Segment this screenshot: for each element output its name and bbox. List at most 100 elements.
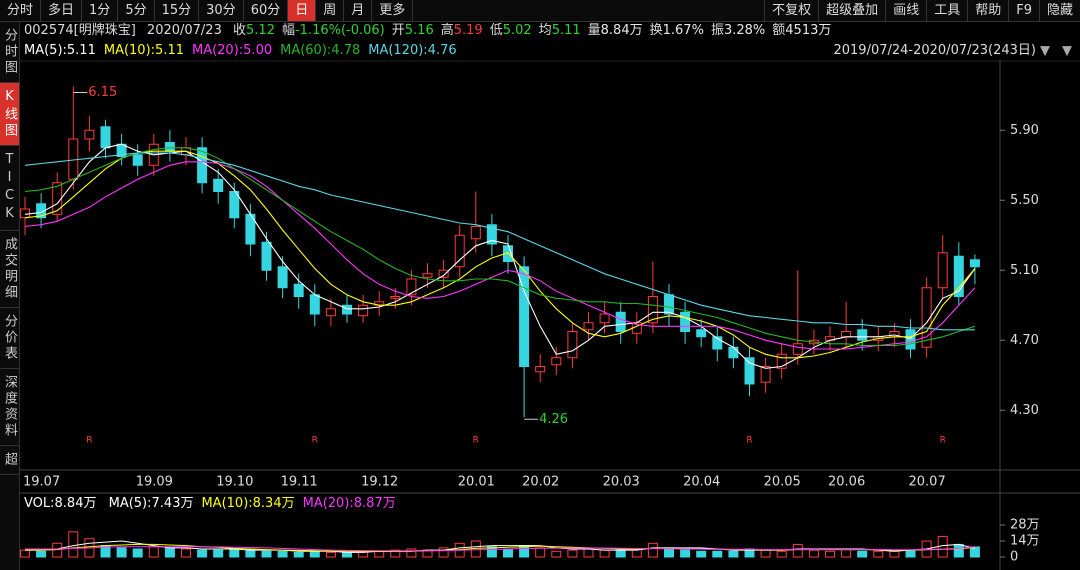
x-tick-label: 19.10: [216, 475, 253, 490]
y-tick-label: 0: [1010, 550, 1018, 565]
legend-entry: MA(5):7.43万: [108, 496, 194, 511]
tool-button[interactable]: 超级叠加: [818, 0, 885, 21]
quote-item: 开5.16: [392, 23, 434, 38]
x-tick-label: 19.07: [23, 475, 60, 490]
side-tab[interactable]: 分时图: [0, 22, 19, 83]
quote-item: 量8.84万: [588, 23, 643, 38]
candle-body: [696, 329, 707, 338]
candle-body: [583, 322, 594, 331]
ma-line: [24, 150, 976, 359]
volume-bar: [680, 549, 691, 558]
candle-body: [325, 308, 336, 317]
volume-bar: [164, 547, 175, 558]
volume-bar: [551, 550, 562, 558]
side-tab[interactable]: K线图: [0, 83, 19, 146]
volume-bar: [728, 550, 739, 558]
period-tab[interactable]: 5分: [118, 0, 155, 21]
side-tab[interactable]: TICK: [0, 146, 19, 231]
event-label: R: [312, 436, 318, 446]
period-tab[interactable]: 分时: [0, 0, 42, 21]
toolbar: 分时 多日 1分 5分 15分 30分 60分日周月更多 不复权 超级叠加 画线 工具 帮助 F9 隐藏: [0, 0, 1080, 22]
candle-body: [164, 142, 175, 152]
volume-bar: [181, 548, 191, 558]
candle-body: [390, 296, 401, 299]
quote-label: 收: [233, 23, 247, 38]
candle-body: [358, 304, 369, 317]
legend-entry: MA(60):4.78: [280, 43, 361, 58]
candle-body: [776, 353, 787, 369]
side-tab[interactable]: 超: [0, 446, 19, 475]
dropdown-icon[interactable]: ▼: [1062, 44, 1072, 59]
period-tab[interactable]: 日: [288, 0, 317, 21]
volume-bar: [567, 549, 578, 558]
volume-bar: [342, 551, 352, 558]
quote-value: 8.84万: [600, 23, 643, 38]
legend-entry: MA(20):5.00: [191, 43, 273, 58]
dropdown-icon[interactable]: ▼: [1040, 44, 1050, 59]
candle-body: [213, 178, 224, 192]
period-tab[interactable]: 多日: [41, 0, 83, 21]
candle-body: [20, 208, 30, 219]
event-label: R: [86, 436, 92, 446]
ma-line: [25, 546, 975, 552]
candle-body: [277, 266, 288, 289]
period-tab[interactable]: 60分: [244, 0, 289, 21]
quote-item: 低5.02: [490, 23, 532, 38]
volume-bar: [68, 531, 79, 558]
tool-button[interactable]: 画线: [885, 0, 926, 21]
period-tab[interactable]: 1分: [82, 0, 119, 21]
period-tab[interactable]: 周: [316, 0, 345, 21]
tool-button[interactable]: 工具: [926, 0, 967, 21]
candle-body: [519, 266, 530, 367]
x-tick-label: 20.05: [764, 475, 801, 490]
candle-body: [132, 154, 143, 166]
volume-bar: [792, 543, 803, 558]
y-tick-label: 5.50: [1010, 193, 1039, 208]
side-tab[interactable]: 成交明细: [0, 231, 19, 308]
period-tab[interactable]: 30分: [199, 0, 244, 21]
tool-button[interactable]: 帮助: [967, 0, 1008, 21]
y-tick-label: 4.70: [1010, 333, 1039, 348]
candle-body: [921, 287, 932, 348]
legend-entry: MA(20):8.87万: [302, 496, 396, 511]
ma-legend: MA(5):5.11 MA(10):5.11 MA(20):5.00 MA(60):4…: [24, 42, 465, 60]
quote-label: 高: [440, 23, 454, 38]
candle-body: [567, 331, 578, 359]
low-label: 4.26: [539, 412, 568, 427]
volume-bar: [712, 550, 723, 558]
y-tick-label: 14万: [1010, 534, 1040, 549]
tool-button[interactable]: 不复权: [764, 0, 818, 21]
x-tick-label: 19.09: [136, 475, 173, 490]
volume-legend: VOL:8.84万 MA(5):7.43万 MA(10):8.34万 MA(20):…: [24, 495, 404, 513]
candle-body: [905, 329, 916, 350]
quote-value: 4513万: [785, 23, 832, 38]
volume-bar: [36, 550, 47, 558]
period-tab[interactable]: 月: [344, 0, 373, 21]
candle-body: [792, 343, 803, 355]
volume-bar: [325, 551, 336, 558]
volume-bar: [503, 548, 513, 558]
quote-date: 2020/07/23: [146, 23, 222, 38]
candle-body: [422, 273, 433, 278]
candle-body: [857, 329, 868, 341]
volume-bar: [197, 549, 208, 558]
tool-button[interactable]: 隐藏: [1038, 0, 1080, 21]
volume-bar: [535, 547, 546, 558]
volume-bar: [486, 546, 497, 558]
quote-value: 5.19: [453, 23, 483, 38]
tool-button[interactable]: F9: [1008, 0, 1039, 21]
period-tab[interactable]: 更多: [372, 0, 414, 21]
volume-bar: [696, 550, 707, 558]
candle-body: [841, 331, 852, 338]
quote-item: 收5.12: [233, 23, 275, 38]
candle-body: [84, 129, 95, 140]
period-tab[interactable]: 15分: [155, 0, 200, 21]
quote-value: 5.16: [404, 23, 434, 38]
stock-code: 002574[明牌珠宝]: [24, 23, 136, 38]
side-tab[interactable]: 分价表: [0, 308, 19, 369]
volume-bar: [438, 547, 449, 558]
side-tab[interactable]: 深度资料: [0, 369, 19, 446]
candle-body: [438, 269, 449, 278]
volume-bar: [293, 551, 304, 558]
